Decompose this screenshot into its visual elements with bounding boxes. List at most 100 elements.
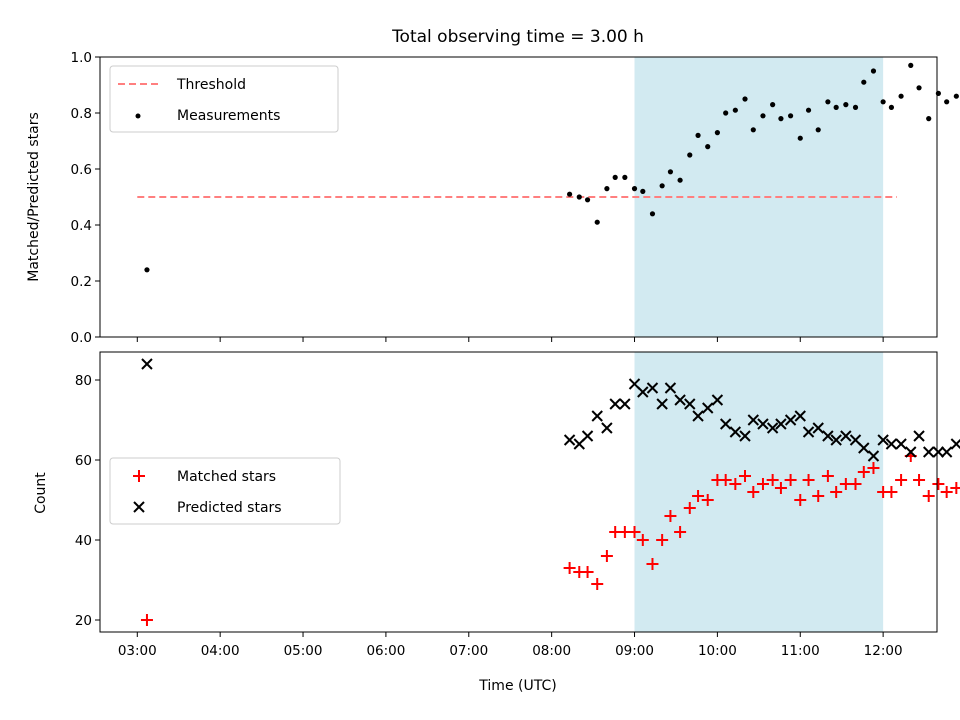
x-tick-label: 03:00 xyxy=(118,643,157,659)
predicted-marker-b xyxy=(719,418,732,430)
measurement-point xyxy=(584,197,591,203)
measurement-point xyxy=(659,183,665,189)
bottom-plot-frame xyxy=(99,351,938,633)
predicted-star-point xyxy=(766,422,779,434)
predicted-star-point xyxy=(702,402,714,414)
predicted-star-point xyxy=(646,382,659,394)
predicted-star-point xyxy=(656,398,668,410)
measurement-point xyxy=(926,116,932,122)
measurements-legend-swatch xyxy=(135,113,141,119)
measurement-point xyxy=(567,191,573,197)
y-tick-label: 20 xyxy=(75,613,92,629)
measurement-point xyxy=(908,62,914,68)
predicted-star-point xyxy=(802,426,815,438)
top-panel: 0.0 0.2 0.4 0.6 0.8 1.0 xyxy=(71,50,959,346)
matched-star-point xyxy=(581,566,594,578)
predicted-marker-b xyxy=(913,430,925,442)
predicted-marker-b xyxy=(877,434,889,446)
matched-star-point xyxy=(922,490,935,502)
x-tick-label: 04:00 xyxy=(201,643,240,659)
predicted-star-point xyxy=(591,410,603,422)
measurement-point xyxy=(576,194,582,200)
matched-star-point xyxy=(747,486,760,498)
matched-star-point xyxy=(830,486,843,498)
measurement-point xyxy=(916,85,922,91)
y-tick-label: 1.0 xyxy=(71,50,92,66)
predicted-star-point xyxy=(867,450,880,462)
predicted-star-point xyxy=(739,430,751,442)
predicted-marker-b xyxy=(885,438,898,450)
x-tick-label: 07:00 xyxy=(449,643,488,659)
predicted-marker-b xyxy=(656,398,668,410)
predicted-star-point xyxy=(905,446,917,458)
predicted-marker-b xyxy=(858,442,870,454)
measurement-point xyxy=(880,99,886,105)
predicted-marker-b xyxy=(849,434,862,446)
measurement-point xyxy=(750,127,756,133)
bottom-legend: Matched stars Predicted stars xyxy=(109,457,341,525)
x-tick-label: 08:00 xyxy=(532,643,571,659)
predicted-marker-b xyxy=(739,430,751,442)
predicted-star-point xyxy=(581,430,594,442)
matched-star-point xyxy=(664,510,677,522)
measurement-point xyxy=(714,130,720,136)
predicted-star-point xyxy=(563,434,576,446)
predicted-marker-b xyxy=(867,450,880,462)
x-axis-label: Time (UTC) xyxy=(478,678,556,694)
predicted-marker-b xyxy=(729,426,742,438)
predicted-legend-label: Predicted stars xyxy=(177,500,282,516)
predicted-star-point xyxy=(895,438,907,450)
measurement-point xyxy=(898,93,904,99)
measurements-legend-label: Measurements xyxy=(177,108,280,124)
matched-star-point xyxy=(784,474,797,486)
y-tick-label: 0.6 xyxy=(71,162,92,178)
x-tick-label: 10:00 xyxy=(698,643,737,659)
predicted-marker-b xyxy=(932,446,945,458)
matched-star-point xyxy=(885,486,898,498)
matched-star-point xyxy=(739,470,752,482)
y-tick-label: 0.2 xyxy=(71,274,92,290)
measurement-point xyxy=(770,102,776,108)
predicted-marker-b xyxy=(940,446,953,458)
predicted-marker-b xyxy=(895,438,907,450)
predicted-star-point xyxy=(664,382,677,394)
predicted-marker-b xyxy=(766,422,779,434)
predicted-marker-b xyxy=(775,418,787,430)
predicted-star-point xyxy=(684,398,696,410)
y-tick-label: 40 xyxy=(75,533,92,549)
predicted-star-point xyxy=(923,446,935,458)
predicted-marker-b xyxy=(674,394,686,406)
matched-star-point xyxy=(719,474,732,486)
x-tick-label: 06:00 xyxy=(366,643,405,659)
predicted-marker-b xyxy=(905,446,917,458)
matched-star-point xyxy=(674,526,687,538)
bottom-legend-frame xyxy=(109,457,341,525)
predicted-star-point xyxy=(775,418,787,430)
matched-star-point xyxy=(140,614,153,626)
measurement-point xyxy=(677,177,683,183)
measurement-point xyxy=(843,102,849,108)
x-tick-label: 05:00 xyxy=(284,643,323,659)
measurement-point xyxy=(852,104,859,110)
matched-star-point xyxy=(895,474,908,486)
matched-star-point xyxy=(794,494,807,506)
matched-star-point xyxy=(821,470,834,482)
measurement-point xyxy=(833,104,839,110)
x-tick-label: 11:00 xyxy=(781,643,820,659)
measurement-point xyxy=(805,107,812,113)
predicted-star-point xyxy=(784,414,797,426)
matched-star-point xyxy=(867,462,880,474)
predicted-star-point xyxy=(830,434,842,446)
matched-star-point xyxy=(683,502,696,514)
predicted-marker-b xyxy=(619,398,631,410)
predicted-marker-b xyxy=(664,382,677,394)
predicted-marker-b xyxy=(830,434,842,446)
x-tick-label: 09:00 xyxy=(615,643,654,659)
predicted-star-point xyxy=(858,442,870,454)
matched-star-point xyxy=(849,478,862,490)
predicted-marker-b xyxy=(802,426,815,438)
threshold-legend-label: Threshold xyxy=(176,77,246,93)
measurement-point xyxy=(594,219,600,225)
matched-star-point xyxy=(646,558,659,570)
